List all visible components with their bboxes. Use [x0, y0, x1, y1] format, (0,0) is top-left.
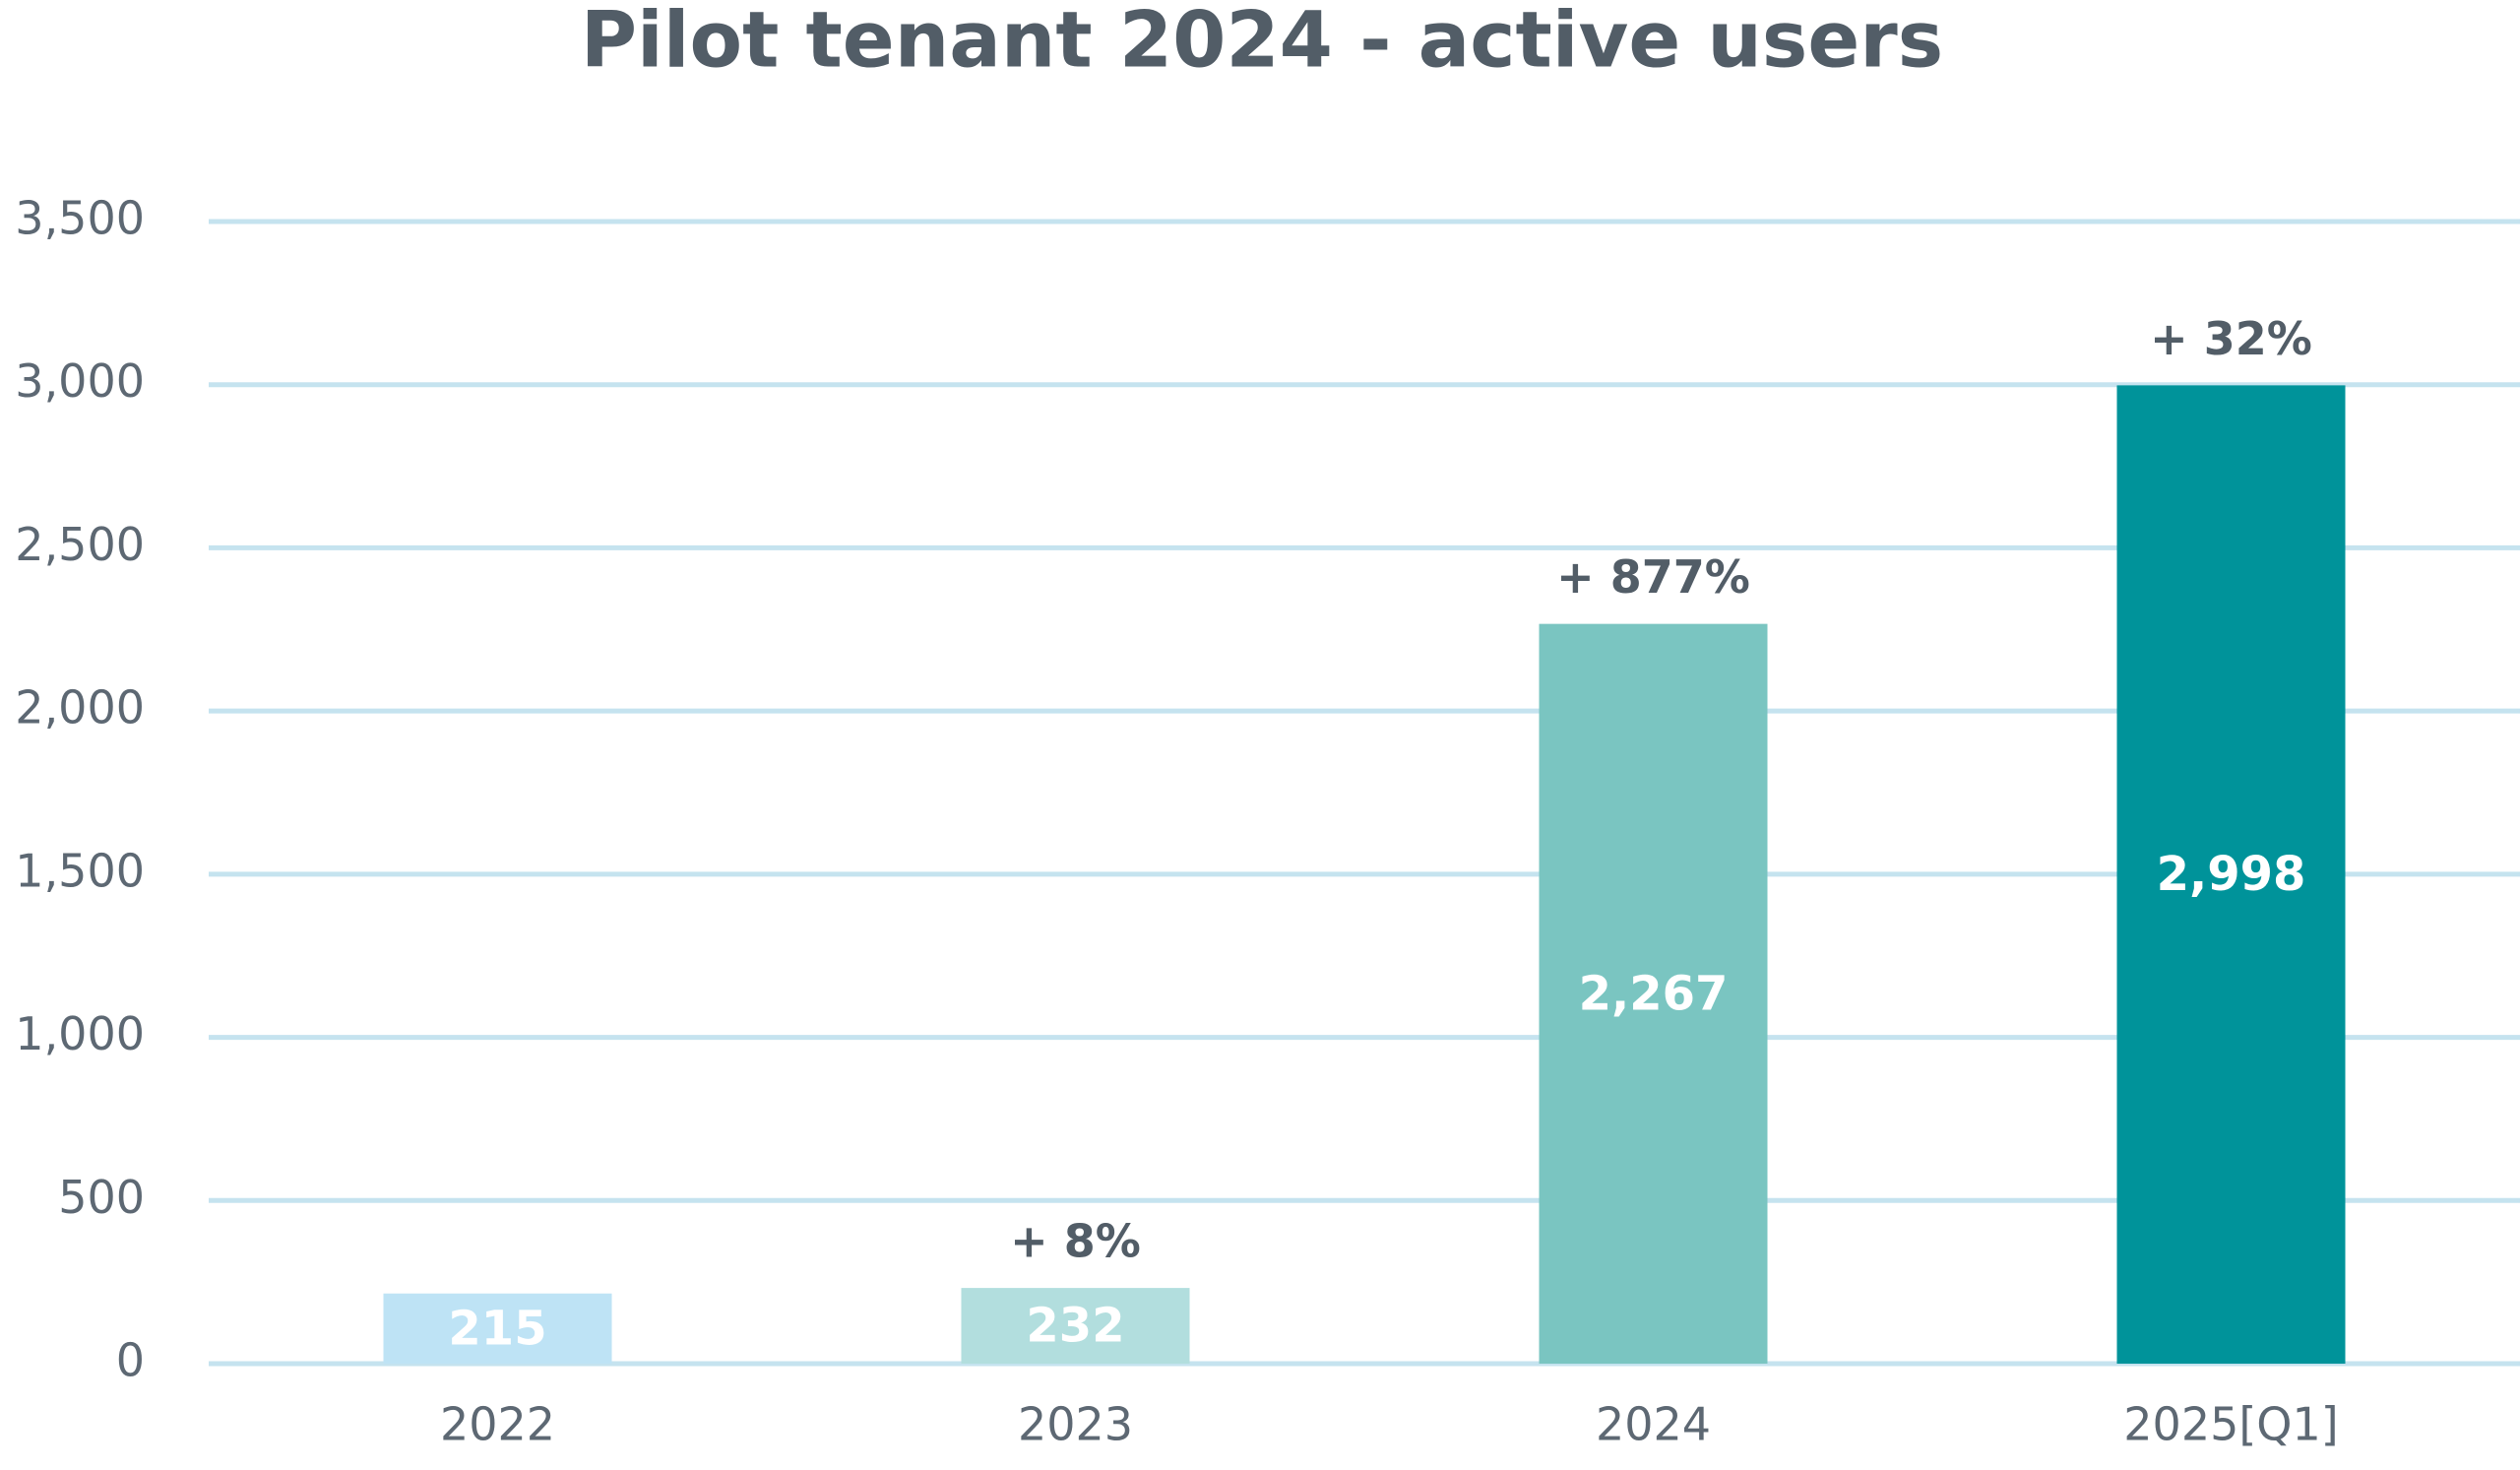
y-tick-label: 3,000 [15, 354, 145, 408]
growth-label: + 32% [2150, 312, 2312, 365]
y-tick-label: 0 [116, 1334, 145, 1387]
chart-title: Pilot tenant 2024 - active users [581, 0, 1943, 85]
bar [1539, 623, 1768, 1364]
x-tick-label: 2022 [440, 1398, 555, 1451]
bar [2116, 385, 2346, 1364]
bar [383, 1293, 612, 1364]
y-tick-label: 2,500 [15, 518, 145, 571]
y-tick-label: 1,000 [15, 1007, 145, 1060]
growth-label: + 877% [1556, 550, 1750, 604]
value-label: 2,998 [2157, 847, 2306, 902]
growth-label: + 8% [1010, 1215, 1141, 1268]
value-label: 215 [448, 1301, 546, 1356]
x-tick-label: 2025[Q1] [2123, 1398, 2338, 1451]
y-tick-label: 500 [58, 1171, 145, 1224]
y-tick-label: 3,500 [15, 192, 145, 245]
value-label: 2,267 [1579, 966, 1729, 1021]
x-tick-label: 2023 [1018, 1398, 1133, 1451]
value-label: 232 [1026, 1299, 1124, 1354]
x-tick-label: 2024 [1596, 1398, 1711, 1451]
y-tick-label: 2,000 [15, 681, 145, 735]
bar [961, 1288, 1190, 1364]
y-tick-label: 1,500 [15, 844, 145, 897]
